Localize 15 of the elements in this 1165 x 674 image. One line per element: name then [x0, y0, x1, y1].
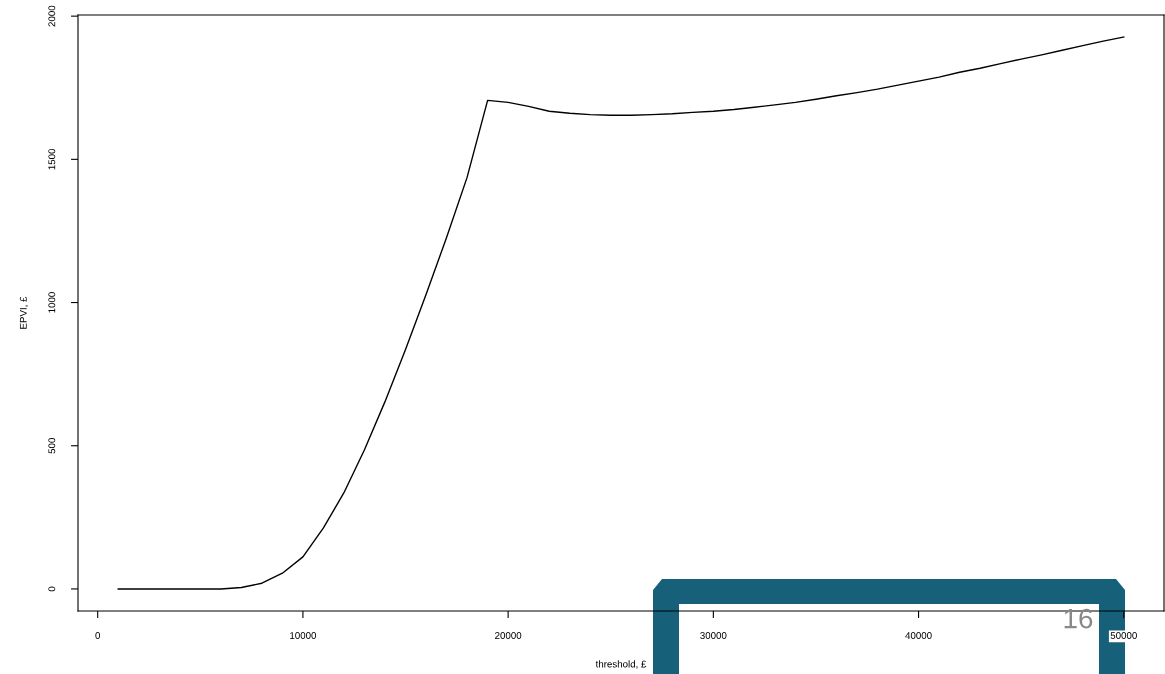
x-tick-label: 50000 [1110, 632, 1137, 639]
x-tick-label: 40000 [905, 632, 932, 639]
x-tick-label: 30000 [700, 632, 727, 639]
y-tick-label: 1000 [48, 292, 56, 313]
y-tick-label: 2000 [48, 5, 56, 27]
y-tick-label: 0 [48, 586, 56, 592]
y-tick-label: 1500 [48, 148, 56, 170]
x-tick-label: 10000 [290, 632, 317, 639]
y-tick-label: 500 [48, 438, 56, 454]
line-series [117, 36, 1125, 590]
x-axis-title: threshold, £ [595, 660, 647, 669]
y-axis-title: EPVI, £ [19, 296, 28, 329]
x-tick-label: 20000 [495, 632, 522, 639]
annotation: 16 [1064, 608, 1093, 629]
x-tick-label: 0 [95, 632, 101, 639]
